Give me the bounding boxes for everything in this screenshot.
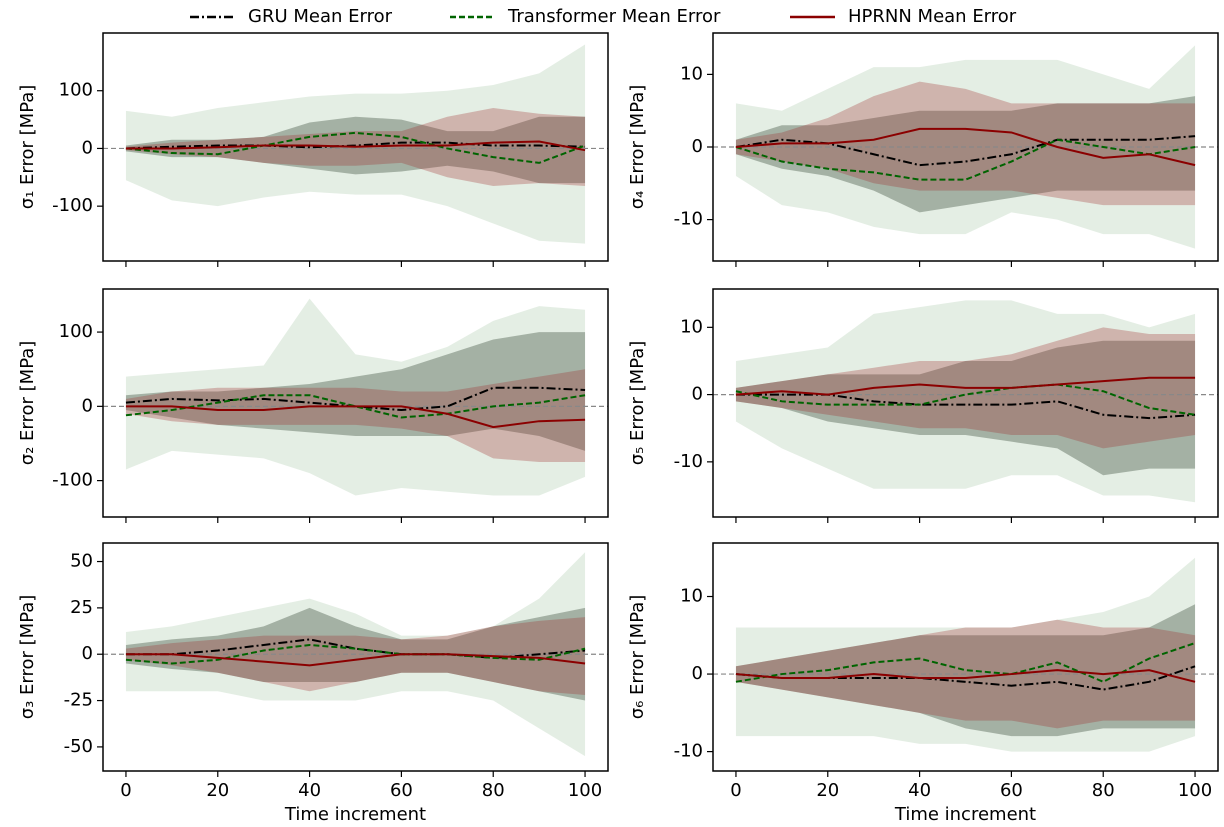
y-axis-label: σ₆ Error [MPa] [627, 595, 648, 720]
y-tick-label: -50 [64, 736, 93, 757]
mean-line [125, 653, 586, 667]
x-tick-label: 20 [206, 780, 229, 801]
y-axis-label: σ₅ Error [MPa] [627, 341, 648, 466]
error-band [125, 44, 586, 244]
legend-label: Transformer Mean Error [507, 6, 721, 27]
mean-line [125, 386, 586, 412]
y-axis-label: σ₁ Error [MPa] [17, 85, 38, 210]
y-tick-label: -100 [52, 195, 93, 216]
y-tick-label: -10 [674, 209, 703, 230]
error-band [125, 116, 586, 184]
mean-line [735, 383, 1196, 416]
y-tick-label: 0 [692, 663, 703, 684]
y-tick-label: -10 [674, 741, 703, 762]
error-band [125, 298, 586, 496]
error-band [735, 340, 1196, 476]
y-tick-label: 50 [70, 551, 93, 572]
mean-line [735, 642, 1196, 683]
mean-line [125, 643, 586, 665]
mean-line [125, 405, 586, 429]
x-tick-label: 40 [908, 780, 931, 801]
y-axis-label: σ₂ Error [MPa] [17, 341, 38, 466]
y-tick-label: 0 [82, 395, 93, 416]
x-tick-label: 40 [298, 780, 321, 801]
error-band [125, 369, 586, 463]
error-band [735, 604, 1196, 737]
error-band [735, 96, 1196, 213]
y-tick-label: 100 [59, 321, 93, 342]
mean-line [125, 638, 586, 659]
x-tick-label: 0 [120, 780, 131, 801]
y-tick-label: 0 [692, 384, 703, 405]
legend-label: HPRNN Mean Error [848, 6, 1017, 27]
y-axis-label: σ₄ Error [MPa] [627, 85, 648, 210]
axes-frame [102, 32, 609, 262]
y-tick-label: 10 [680, 316, 703, 337]
y-tick-label: 0 [82, 643, 93, 664]
y-tick-label: 10 [680, 586, 703, 607]
y-tick-label: -100 [52, 470, 93, 491]
error-band [735, 300, 1196, 503]
mean-line [735, 393, 1196, 420]
error-band [125, 617, 586, 695]
mean-line [125, 140, 586, 152]
x-tick-label: 60 [390, 780, 413, 801]
x-tick-label: 0 [730, 780, 741, 801]
error-band [735, 557, 1196, 752]
error-band [735, 81, 1196, 206]
y-tick-label: 100 [59, 80, 93, 101]
axes-frame [712, 288, 1219, 518]
x-tick-label: 60 [1000, 780, 1023, 801]
mean-line [735, 669, 1196, 683]
y-tick-label: 10 [680, 63, 703, 84]
mean-line [125, 131, 586, 164]
mean-line [125, 394, 586, 419]
x-axis-label: Time increment [894, 804, 1036, 825]
x-tick-label: 100 [1178, 780, 1212, 801]
x-tick-label: 100 [568, 780, 602, 801]
y-tick-label: -10 [674, 451, 703, 472]
axes-frame [102, 288, 609, 518]
mean-line [125, 141, 586, 150]
y-tick-label: 25 [70, 597, 93, 618]
mean-line [735, 376, 1196, 396]
y-tick-label: 0 [692, 136, 703, 157]
legend-label: GRU Mean Error [248, 6, 393, 27]
x-tick-label: 20 [816, 780, 839, 801]
x-axis-label: Time increment [284, 804, 426, 825]
y-tick-label: -25 [64, 690, 93, 711]
y-axis-label: σ₃ Error [MPa] [17, 595, 38, 720]
mean-line [735, 127, 1196, 167]
x-tick-label: 80 [1092, 780, 1115, 801]
x-tick-label: 80 [482, 780, 505, 801]
axes-frame [712, 542, 1219, 772]
y-tick-label: 0 [82, 137, 93, 158]
axes-frame [102, 542, 609, 772]
